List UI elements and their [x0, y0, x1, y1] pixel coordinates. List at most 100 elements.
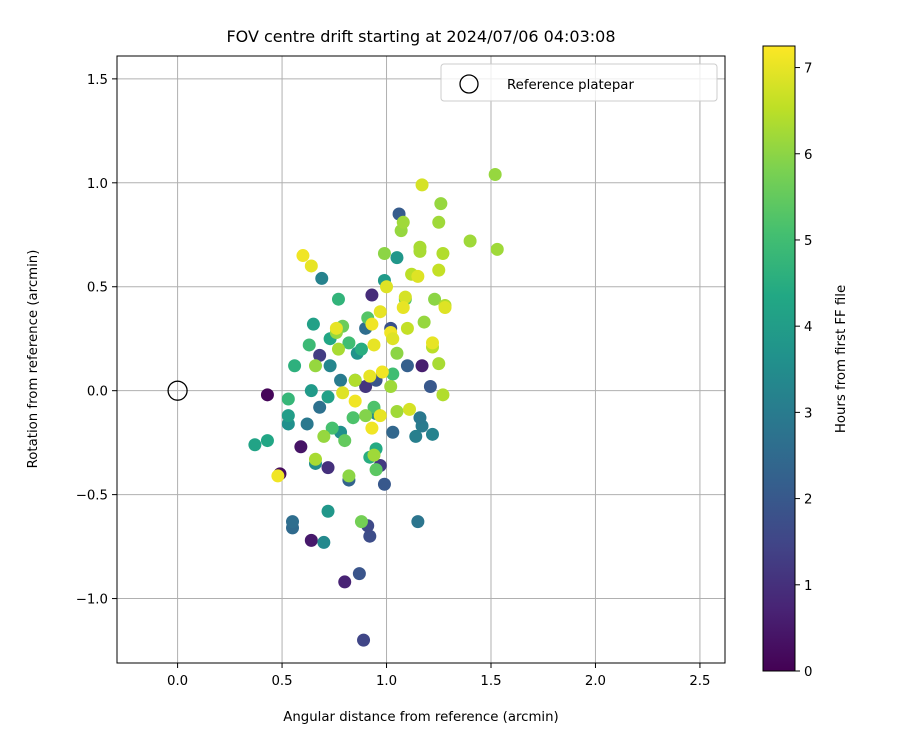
data-point: [321, 390, 335, 404]
colorbar-ticks: 0 1 2 3 4 5 6 7: [795, 62, 812, 680]
legend-frame: [440, 63, 718, 102]
data-point: [432, 215, 446, 229]
data-point: [346, 411, 360, 425]
data-point: [386, 332, 400, 346]
data-point: [260, 434, 274, 448]
data-point: [380, 280, 394, 294]
data-point: [490, 242, 504, 256]
y-tick-label: 0.0: [87, 385, 108, 400]
data-point: [386, 367, 400, 381]
data-point: [390, 404, 404, 418]
data-point: [367, 448, 381, 462]
y-tick-label: −1.0: [76, 593, 108, 608]
data-point: [413, 244, 427, 258]
data-point: [334, 373, 348, 387]
data-point: [304, 259, 318, 273]
data-point: [365, 421, 379, 435]
x-tick-label: 0.5: [271, 674, 292, 689]
data-point: [304, 533, 318, 547]
data-point: [373, 305, 387, 319]
colorbar-label: Hours from first FF file: [834, 285, 849, 433]
colorbar-tick-label: 2: [804, 493, 812, 508]
data-point: [436, 388, 450, 402]
colorbar-tick-label: 7: [804, 62, 812, 77]
reference-marker-layer: [167, 380, 188, 401]
data-point: [400, 321, 414, 335]
data-point: [396, 301, 410, 315]
data-point: [317, 535, 331, 549]
data-point: [438, 301, 452, 315]
data-point: [281, 409, 295, 423]
data-point: [342, 469, 356, 483]
data-point: [415, 359, 429, 373]
data-point: [367, 338, 381, 352]
data-point: [375, 365, 389, 379]
data-point: [313, 400, 327, 414]
data-point: [386, 425, 400, 439]
data-point: [281, 392, 295, 406]
data-point: [373, 409, 387, 423]
data-point: [260, 388, 274, 402]
data-point: [359, 380, 373, 394]
colorbar-gradient: [762, 45, 796, 672]
legend-label-reference: Reference platepar: [507, 78, 634, 93]
data-point: [390, 346, 404, 360]
data-point: [321, 461, 335, 475]
plot-spine: [116, 55, 726, 664]
data-point: [348, 373, 362, 387]
data-point: [352, 567, 366, 581]
data-point: [488, 167, 502, 181]
data-point: [321, 504, 335, 518]
x-tick-label: 1.5: [480, 674, 501, 689]
data-point: [294, 440, 308, 454]
data-point: [425, 427, 439, 441]
data-point: [411, 269, 425, 283]
data-point: [317, 429, 331, 443]
data-point: [315, 271, 329, 285]
data-point: [363, 369, 377, 383]
data-point: [434, 197, 448, 211]
data-point: [413, 411, 427, 425]
y-axis-ticks: −1.0 −0.5 0.0 0.5 1.0 1.5: [76, 73, 117, 608]
data-point: [354, 342, 368, 356]
data-point: [425, 336, 439, 350]
colorbar-tick-label: 1: [804, 579, 812, 594]
data-point: [396, 215, 410, 229]
data-point: [417, 315, 431, 329]
x-axis-ticks: 0.0 0.5 1.0 1.5 2.0 2.5: [167, 663, 711, 689]
data-point: [423, 380, 437, 394]
data-point: [432, 263, 446, 277]
y-tick-label: 1.5: [87, 73, 108, 88]
x-tick-label: 0.0: [167, 674, 188, 689]
data-point: [306, 317, 320, 331]
data-point: [377, 477, 391, 491]
data-point: [296, 249, 310, 263]
data-point: [342, 336, 356, 350]
legend: Reference platepar: [440, 63, 718, 102]
data-point: [428, 292, 442, 306]
data-point: [377, 246, 391, 260]
chart-title: FOV centre drift starting at 2024/07/06 …: [226, 27, 615, 46]
x-tick-label: 2.0: [585, 674, 606, 689]
y-axis-label: Rotation from reference (arcmin): [26, 250, 41, 469]
data-point: [411, 515, 425, 529]
data-point: [357, 633, 371, 647]
data-point: [354, 515, 368, 529]
data-point: [302, 338, 316, 352]
data-point: [390, 251, 404, 265]
x-tick-label: 1.0: [376, 674, 397, 689]
data-point: [415, 178, 429, 192]
data-point: [313, 348, 327, 362]
data-point: [365, 317, 379, 331]
data-point: [300, 417, 314, 431]
colorbar-tick-label: 0: [804, 665, 812, 680]
data-point: [348, 394, 362, 408]
x-tick-label: 2.5: [689, 674, 710, 689]
data-point: [248, 438, 262, 452]
x-axis-label: Angular distance from reference (arcmin): [283, 710, 558, 725]
legend-marker-reference: [459, 74, 479, 94]
data-point: [329, 321, 343, 335]
data-point: [365, 288, 379, 302]
data-point: [432, 357, 446, 371]
data-point: [325, 421, 339, 435]
